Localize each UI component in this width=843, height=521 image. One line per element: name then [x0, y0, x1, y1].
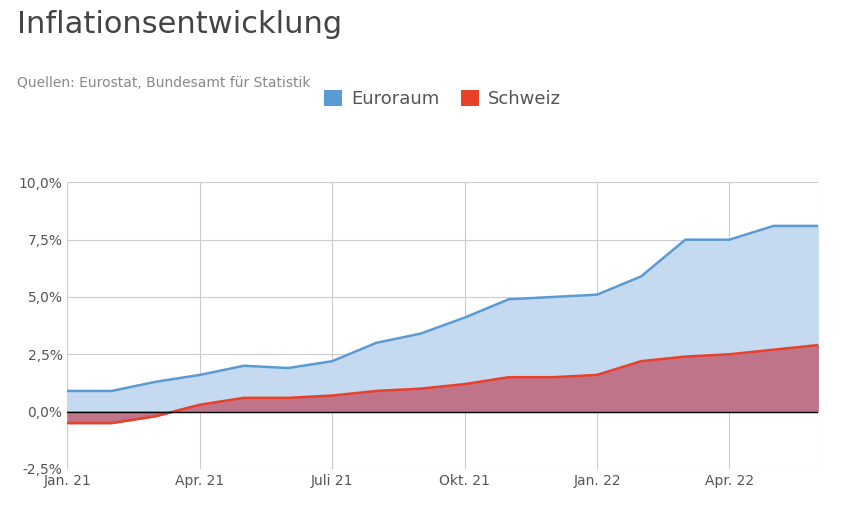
Text: Quellen: Eurostat, Bundesamt für Statistik: Quellen: Eurostat, Bundesamt für Statist…: [17, 76, 310, 90]
Legend: Euroraum, Schweiz: Euroraum, Schweiz: [317, 82, 568, 115]
Text: Inflationsentwicklung: Inflationsentwicklung: [17, 10, 342, 40]
